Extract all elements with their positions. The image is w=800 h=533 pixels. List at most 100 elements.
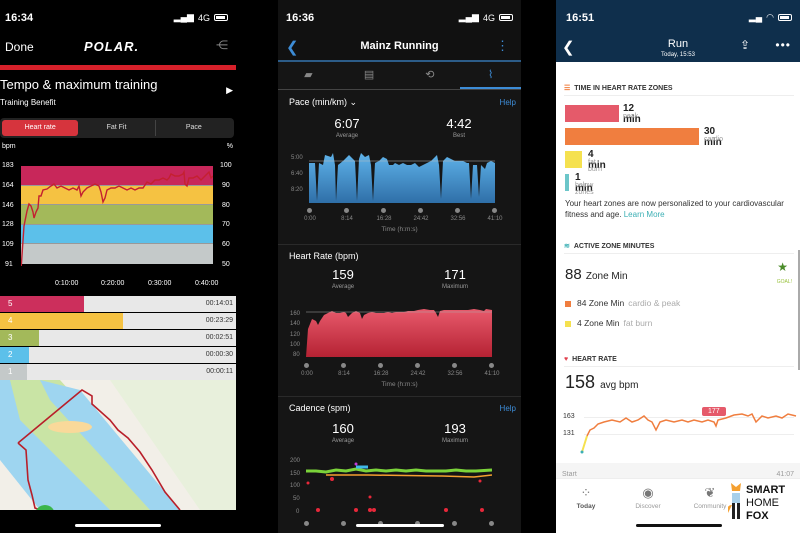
play-icon[interactable]: ▶ <box>226 85 233 95</box>
route-map[interactable] <box>0 380 236 510</box>
y-tick: 0 <box>296 509 300 515</box>
zones-icon: ☰ <box>564 85 571 92</box>
nav-label: Today <box>576 503 596 510</box>
wifi-icon: ◠ <box>766 12 774 22</box>
watermark-line: FOX <box>746 510 769 522</box>
hr-avg-unit: avg bpm <box>600 380 639 391</box>
signal-icon: ▂▄▆ <box>173 12 194 22</box>
fitbit-app-screen: 16:51 ▂▄ ◠ ❮ Run Today, 15:53 ⇪ ••• ☰ TIME… <box>556 0 800 533</box>
hr-line <box>21 169 213 266</box>
star-icon: ★ <box>777 260 788 274</box>
y-tick: 109 <box>2 241 14 248</box>
nav-label: Discover <box>635 503 661 510</box>
zone-minutes: 30 min <box>704 126 722 148</box>
pace-chart <box>309 153 495 203</box>
pace-average-label: Average <box>335 133 359 139</box>
help-link[interactable]: Help <box>499 404 516 413</box>
hr-title: Heart Rate (bpm) <box>289 251 359 261</box>
more-options-icon[interactable]: ••• <box>775 38 791 52</box>
azm-header: ≋ ACTIVE ZONE MINUTES <box>564 242 794 254</box>
heart-rate-section: Heart Rate (bpm) 159 Average 171 Maximum… <box>278 245 521 397</box>
y-tick: 183 <box>2 162 14 169</box>
status-icons: ▂▄▆ 4G <box>459 12 513 23</box>
x-axis-label: Time (h:m:s) <box>381 226 418 233</box>
y-tick-right: 70 <box>222 221 230 228</box>
x-tick: 0:30:00 <box>148 280 172 287</box>
header <box>278 0 521 60</box>
tab-document-icon[interactable]: ▤ <box>363 69 375 81</box>
note-text: Your heart zones are now personalized to… <box>565 199 784 219</box>
cadence-average-label: Average <box>331 438 355 444</box>
training-benefit-label: Training Benefit <box>0 98 56 107</box>
scrollbar[interactable] <box>798 250 800 370</box>
nav-today[interactable]: ⁘ Today <box>556 485 616 510</box>
activity-date: Today, 15:53 <box>661 52 695 58</box>
x-tick: 24:42 <box>410 371 426 377</box>
pace-best-value: 4:42 <box>446 116 472 131</box>
hr-line-chart <box>580 412 797 454</box>
y-tick: 200 <box>290 458 301 464</box>
x-tick: 8:14 <box>338 371 350 377</box>
pace-title-dropdown[interactable]: Pace (min/km) ⌄ <box>289 97 357 108</box>
status-time: 16:34 <box>5 12 34 24</box>
segment-fat-fit[interactable]: Fat Fit <box>78 120 156 136</box>
cadence-maximum-label: Maximum <box>441 438 468 444</box>
y-tick: 100 <box>290 483 301 489</box>
watermark-line: HOME <box>746 497 779 509</box>
tab-charts-icon[interactable]: ⌇ <box>460 62 521 89</box>
signal-icon: ▂▄▆ <box>458 12 479 22</box>
nav-community[interactable]: ❦ Community <box>680 485 740 510</box>
pace-best-label: Best <box>452 133 465 139</box>
zone-time: 00:02:51 <box>205 334 233 341</box>
back-icon[interactable]: ❮ <box>562 39 575 56</box>
x-tick: 0:00 <box>304 216 316 222</box>
share-icon[interactable]: ⋲ <box>216 38 228 52</box>
y-tick-right: 80 <box>222 202 230 209</box>
y-tick: 6:40 <box>291 171 303 177</box>
x-tick: 8:14 <box>341 216 353 222</box>
y-tick: 91 <box>5 261 13 268</box>
hr-average: 158 avg bpm <box>565 372 638 393</box>
activity-title: Mainz Running <box>360 40 439 52</box>
tab-laps-icon[interactable]: ⟲ <box>425 69 435 81</box>
header: 16:51 ▂▄ ◠ ❮ Run Today, 15:53 ⇪ ••• <box>556 0 800 62</box>
zone-label: below zones <box>575 182 594 196</box>
y-tick: 163 <box>563 413 575 420</box>
nav-discover[interactable]: ◉ Discover <box>618 485 678 510</box>
zone-number: 1 <box>0 364 26 380</box>
learn-more-link[interactable]: Learn More <box>623 210 665 219</box>
polar-logo: POLAR. <box>84 39 140 54</box>
community-icon: ❦ <box>704 485 716 500</box>
hr-average-value: 159 <box>332 267 354 282</box>
network-label: 4G <box>197 12 210 23</box>
zone-minutes: 4 min <box>588 149 606 171</box>
zone-label: peak <box>623 113 639 120</box>
zone-minutes: 12 min <box>623 103 641 125</box>
done-button[interactable]: Done <box>5 40 34 54</box>
share-icon[interactable]: ⇪ <box>740 38 751 52</box>
heart-icon: ♥ <box>564 356 569 363</box>
segment-pace[interactable]: Pace <box>185 124 202 131</box>
bottom-nav: ⁘ Today ◉ Discover ❦ Community <box>556 478 800 533</box>
status-icons: ▂▄▆ 4G <box>174 12 228 23</box>
y-tick-right: 100 <box>220 162 232 169</box>
zone-summary-table: 5 00:14:01 4 00:23:29 3 00:02:51 2 00:00:30 … <box>0 296 236 381</box>
chevron-down-icon: ⌄ <box>349 97 358 107</box>
y-tick: 160 <box>290 311 301 317</box>
garmin-app-screen: 16:36 ▂▄▆ 4G ❮ Mainz Running ⋮ ▰ ▤ ⟲ ⌇ Pa… <box>278 0 521 533</box>
hr-zones-header: ☰ TIME IN HEART RATE ZONES <box>564 84 794 96</box>
compass-icon: ◉ <box>642 485 654 500</box>
status-icons: ▂▄ ◠ <box>749 12 792 23</box>
y-tick: 80 <box>293 352 300 358</box>
back-icon[interactable]: ❮ <box>286 39 299 56</box>
tab-map-icon[interactable]: ▰ <box>304 69 313 81</box>
status-time: 16:36 <box>286 12 315 24</box>
segment-heart-rate[interactable]: Heart rate <box>2 120 79 136</box>
zone-number: 4 <box>0 313 26 329</box>
y-tick: 100 <box>290 342 301 348</box>
help-link[interactable]: Help <box>499 98 516 107</box>
hr-avg-value: 158 <box>565 372 596 392</box>
more-options-icon[interactable]: ⋮ <box>496 38 509 53</box>
x-end-label: 41:07 <box>776 471 794 478</box>
chart-type-segmented-control: Heart rate Fat Fit Pace <box>0 118 234 138</box>
